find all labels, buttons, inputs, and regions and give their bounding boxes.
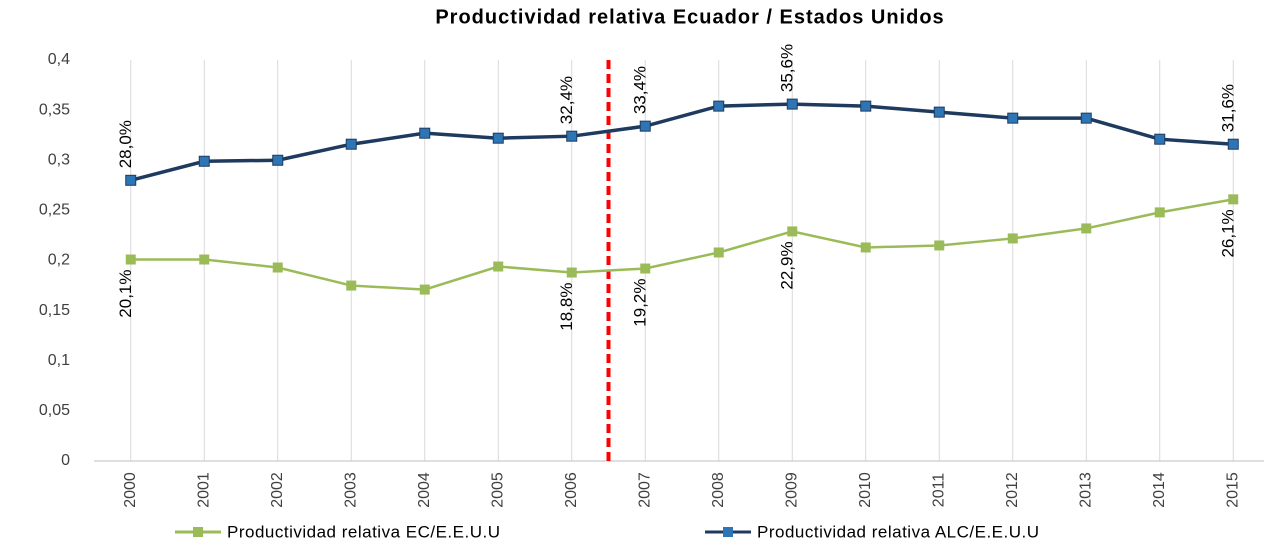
point — [1227, 138, 1239, 150]
y-tick-label: 0,4 — [48, 51, 70, 68]
x-tick-label: 2000 — [122, 472, 139, 508]
value-label: 31,6% — [1219, 84, 1238, 132]
series-line — [130, 198, 1234, 291]
y-tick-label: 0,1 — [48, 352, 70, 369]
point — [1228, 194, 1239, 205]
legend-label: Productividad relativa EC/E.E.U.U — [227, 522, 501, 541]
legend-label: Productividad relativa ALC/E.E.U.U — [757, 522, 1040, 541]
y-tick-label: 0,3 — [48, 151, 70, 168]
point — [199, 254, 210, 265]
point — [272, 154, 284, 166]
value-label: 26,1% — [1219, 209, 1238, 257]
value-label: 18,8% — [557, 283, 576, 331]
point — [419, 284, 430, 295]
x-tick-label: 2013 — [1077, 472, 1094, 508]
x-tick-label: 2012 — [1004, 472, 1021, 508]
x-tick-label: 2001 — [195, 472, 212, 508]
point — [1154, 133, 1166, 145]
x-tick-label: 2010 — [857, 472, 874, 508]
x-tick-label: 2015 — [1224, 472, 1241, 508]
point — [1080, 112, 1092, 124]
y-tick-label: 0,05 — [39, 402, 70, 419]
y-tick-label: 0,25 — [39, 202, 70, 219]
x-tick-label: 2007 — [636, 472, 653, 508]
point — [1007, 233, 1018, 244]
x-tick-label: 2002 — [269, 472, 286, 508]
value-label: 35,6% — [778, 44, 797, 92]
legend-marker — [723, 527, 733, 537]
point — [1081, 223, 1092, 234]
legend-marker — [193, 527, 203, 537]
point — [345, 138, 357, 150]
x-tick-label: 2004 — [416, 472, 433, 508]
point — [272, 262, 283, 273]
point — [346, 280, 357, 291]
point — [933, 106, 945, 118]
x-tick-label: 2014 — [1151, 472, 1168, 508]
x-tick-label: 2011 — [930, 473, 947, 508]
y-tick-label: 0,35 — [39, 101, 70, 118]
point — [640, 263, 651, 274]
series-line — [130, 102, 1234, 182]
point — [860, 242, 871, 253]
x-tick-label: 2003 — [342, 472, 359, 508]
point — [566, 130, 578, 142]
point — [492, 132, 504, 144]
chart-title: Productividad relativa Ecuador / Estados… — [435, 6, 944, 28]
point — [787, 226, 798, 237]
x-tick-label: 2006 — [563, 472, 580, 508]
point — [198, 155, 210, 167]
value-label: 19,2% — [631, 279, 650, 327]
point — [713, 247, 724, 258]
x-tick-label: 2005 — [489, 472, 506, 508]
value-label: 28,0% — [116, 120, 135, 168]
point — [1154, 207, 1165, 218]
point — [860, 100, 872, 112]
value-label: 33,4% — [631, 66, 650, 114]
point — [125, 174, 137, 186]
point — [125, 254, 136, 265]
x-tick-label: 2009 — [783, 472, 800, 508]
point — [639, 120, 651, 132]
value-label: 22,9% — [778, 241, 797, 289]
point — [713, 100, 725, 112]
point — [934, 240, 945, 251]
y-tick-label: 0,15 — [39, 302, 70, 319]
y-tick-label: 0 — [61, 452, 70, 469]
value-label: 20,1% — [116, 269, 135, 317]
point — [786, 98, 798, 110]
point — [1007, 112, 1019, 124]
point — [566, 267, 577, 278]
value-label: 32,4% — [557, 76, 576, 124]
x-tick-label: 2008 — [710, 472, 727, 508]
y-tick-label: 0,2 — [48, 252, 70, 269]
point — [419, 127, 431, 139]
point — [493, 261, 504, 272]
